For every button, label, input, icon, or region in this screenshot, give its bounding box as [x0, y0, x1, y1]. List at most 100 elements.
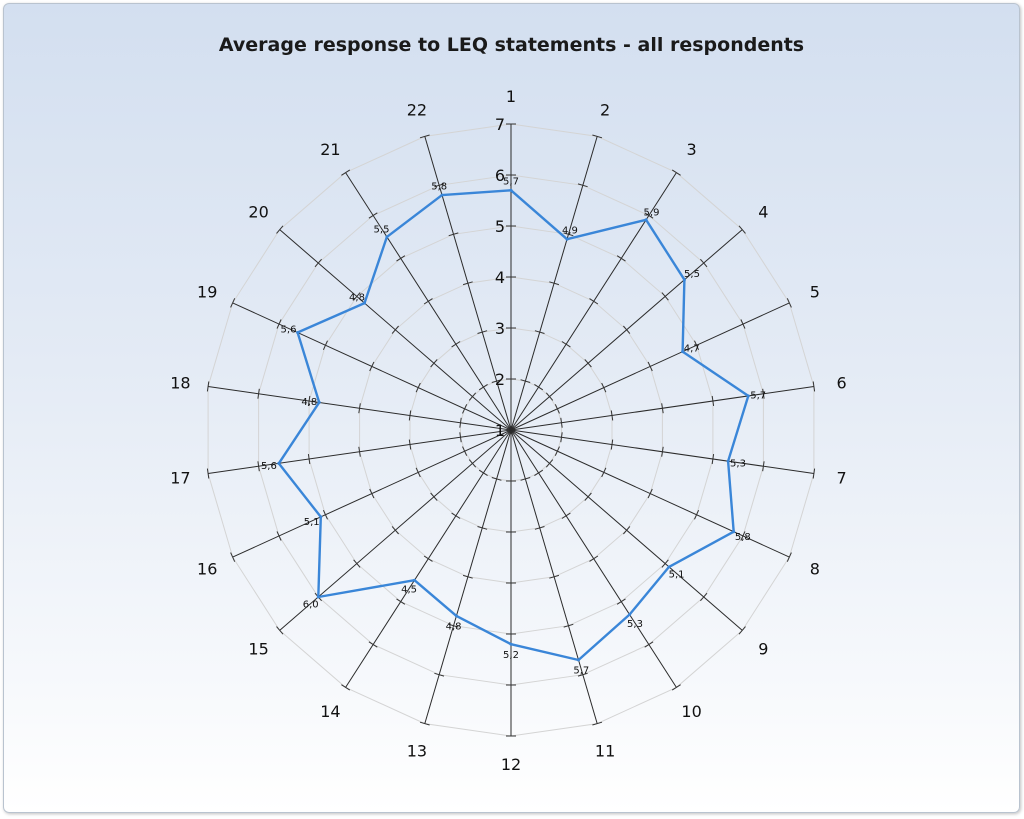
data-label-22: 5,8 — [431, 182, 447, 193]
tick-mark — [419, 721, 430, 726]
tick-mark — [478, 383, 488, 391]
tick-mark — [549, 574, 560, 579]
chart-frame: Average response to LEQ statements - all… — [3, 3, 1020, 813]
tick-mark — [462, 404, 468, 414]
category-label-17: 17 — [170, 469, 190, 488]
category-label-14: 14 — [320, 702, 340, 721]
data-label-18: 4,8 — [301, 397, 317, 408]
data-point-8 — [732, 530, 736, 534]
tick-mark — [257, 388, 260, 399]
data-point-19 — [296, 331, 300, 334]
data-label-15: 6,0 — [303, 600, 319, 611]
tick-mark — [610, 410, 614, 421]
category-label-5: 5 — [810, 282, 820, 301]
data-label-6: 5,7 — [750, 391, 766, 402]
tick-mark — [368, 212, 378, 219]
axis-tick-label: 5 — [495, 217, 505, 236]
tick-mark — [430, 359, 438, 368]
tick-mark — [711, 395, 715, 406]
tick-mark — [661, 446, 664, 457]
tick-mark — [561, 512, 571, 519]
tick-mark — [459, 432, 462, 443]
data-point-17 — [277, 461, 281, 465]
data-label-2: 4,9 — [562, 226, 578, 237]
tick-mark — [434, 183, 445, 188]
data-point-11 — [577, 658, 580, 662]
tick-mark — [391, 325, 399, 334]
tick-mark — [549, 281, 560, 286]
data-point-20 — [363, 301, 366, 305]
tick-mark — [694, 509, 700, 520]
data-label-8: 5,8 — [735, 532, 751, 543]
tick-mark — [534, 526, 545, 530]
tick-mark — [415, 467, 421, 478]
tick-mark — [477, 526, 488, 530]
tick-mark — [369, 361, 375, 372]
tick-mark — [451, 512, 461, 519]
tick-mark — [341, 684, 351, 691]
tick-mark — [740, 531, 746, 541]
category-label-3: 3 — [687, 140, 697, 159]
axis-tick-label: 2 — [495, 370, 505, 389]
tick-mark — [230, 298, 236, 308]
tick-mark — [584, 359, 592, 368]
tick-mark — [276, 319, 282, 329]
data-point-1 — [509, 188, 513, 192]
tick-mark — [762, 388, 765, 399]
axis-tick-label: 3 — [495, 319, 505, 338]
tick-mark — [592, 721, 603, 726]
tick-mark — [341, 169, 351, 176]
tick-mark — [408, 439, 412, 450]
data-label-7: 5,3 — [730, 459, 746, 470]
tick-mark — [430, 492, 438, 501]
tick-mark — [554, 446, 560, 456]
data-point-6 — [746, 394, 750, 398]
tick-mark — [563, 232, 574, 237]
tick-mark — [661, 559, 669, 568]
data-label-5: 4,7 — [684, 344, 700, 355]
tick-mark — [468, 392, 477, 401]
data-point-15 — [316, 595, 320, 599]
data-label-20: 4,8 — [349, 293, 365, 304]
tick-mark — [762, 461, 765, 472]
tick-mark — [462, 574, 473, 579]
category-label-9: 9 — [758, 640, 768, 659]
data-point-9 — [667, 565, 671, 569]
tick-mark — [477, 330, 488, 334]
tick-mark — [584, 492, 592, 501]
data-point-18 — [317, 400, 321, 404]
tick-mark — [738, 626, 746, 635]
category-label-12: 12 — [501, 755, 521, 774]
tick-mark — [563, 623, 574, 628]
tick-mark — [419, 134, 430, 139]
tick-mark — [644, 641, 654, 648]
data-point-10 — [628, 613, 632, 616]
data-label-1: 5,7 — [503, 176, 519, 187]
tick-mark — [520, 379, 531, 383]
data-label-17: 5,6 — [261, 461, 277, 472]
axis-tick-label: 1 — [495, 421, 505, 440]
tick-mark — [415, 382, 421, 393]
tick-mark — [616, 255, 626, 262]
tick-mark — [700, 258, 708, 268]
data-label-19: 5,6 — [281, 324, 297, 335]
tick-mark — [257, 461, 260, 472]
tick-mark — [589, 298, 599, 305]
tick-mark — [738, 225, 746, 234]
tick-mark — [434, 672, 445, 677]
chart-title: Average response to LEQ statements - all… — [218, 34, 805, 56]
category-label-20: 20 — [248, 202, 268, 221]
tick-mark — [396, 255, 406, 262]
tick-mark — [307, 395, 311, 406]
tick-mark — [601, 382, 607, 393]
tick-mark — [462, 281, 473, 286]
category-label-7: 7 — [837, 469, 847, 488]
category-label-2: 2 — [600, 101, 610, 120]
tick-mark — [358, 446, 361, 457]
tick-mark — [623, 325, 631, 334]
tick-mark — [369, 488, 375, 499]
tick-mark — [314, 258, 322, 268]
tick-mark — [322, 340, 328, 351]
category-label-1: 1 — [506, 87, 516, 106]
data-label-11: 5,7 — [573, 666, 589, 677]
